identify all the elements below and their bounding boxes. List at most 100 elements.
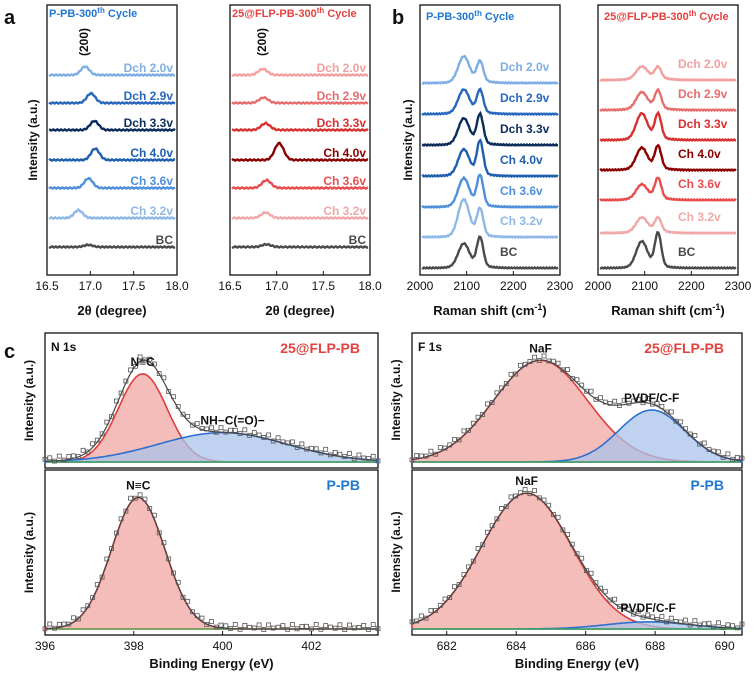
- xrd-trace-label: Ch 4.0v: [323, 146, 366, 160]
- xps-data-point: [209, 619, 214, 624]
- xps-data-point: [484, 401, 490, 407]
- xps-data-point: [285, 626, 291, 632]
- xps-data-point: [242, 623, 248, 628]
- xps-data-point: [347, 451, 352, 456]
- xps-data-point: [428, 448, 434, 454]
- xrd-x-1-tick-label: 17.0: [265, 279, 289, 293]
- xps-component: [411, 492, 742, 630]
- raman-trace-label: Ch 3.6v: [678, 177, 721, 191]
- xps-data-point: [683, 617, 688, 623]
- xps-data-point: [451, 584, 457, 590]
- xps-data-point: [716, 449, 721, 455]
- xps-data-point: [664, 409, 669, 415]
- raman-trace-label: BC: [500, 245, 518, 259]
- xps-data-point: [342, 627, 348, 632]
- xps-data-point: [678, 419, 684, 425]
- xps-data-point: [730, 456, 735, 462]
- xps-data-point: [213, 429, 219, 435]
- raman-x-1-tick-label: 2000: [585, 279, 612, 293]
- xps-data-point: [532, 354, 537, 360]
- xps-data-point: [447, 595, 453, 600]
- xps-data-point: [489, 400, 495, 405]
- xps-x-1-tick-label: 398: [124, 639, 144, 653]
- xps-data-point: [299, 441, 305, 447]
- xps-data-point: [366, 455, 371, 461]
- xps-data-point: [232, 622, 238, 627]
- raman-trace-label: Ch 3.6v: [500, 184, 543, 198]
- xps-data-point: [142, 357, 148, 363]
- xrd-trace-label: Ch 4.0v: [130, 146, 173, 160]
- xrd-x-1-tick-label: 17.5: [312, 279, 336, 293]
- xps-data-point: [280, 439, 286, 445]
- xps-data-point: [356, 452, 362, 458]
- xps-component-label: NH−C(=O)−: [200, 414, 264, 428]
- raman-trace-label: BC: [678, 245, 696, 259]
- xps-data-point: [132, 363, 138, 369]
- xps-data-point: [66, 454, 72, 459]
- xps-data-point: [508, 371, 514, 377]
- xps-data-point: [451, 437, 457, 442]
- xps-data-point: [532, 488, 537, 494]
- xps-data-point: [513, 371, 519, 377]
- xps-data-point: [414, 453, 420, 458]
- xps-data-point: [213, 624, 219, 630]
- xps-data-point: [180, 411, 186, 417]
- xps-data-point: [734, 625, 740, 631]
- xrd-trace: [48, 147, 176, 163]
- xps-sample-label: 25@FLP-PB: [644, 340, 724, 356]
- xps-data-point: [621, 397, 627, 403]
- xrd-trace: [48, 91, 176, 106]
- xps-data-point: [584, 388, 589, 394]
- xps-data-point: [612, 398, 618, 404]
- xrd-trace-label: Dch 2.9v: [317, 89, 367, 103]
- xps-data-point: [635, 396, 641, 402]
- xps-data-point: [289, 439, 295, 445]
- xps-data-point: [151, 512, 157, 518]
- raman-trace: [421, 138, 559, 179]
- raman-x-0-tick-label: 2200: [500, 279, 527, 293]
- xps-data-point: [247, 624, 253, 630]
- xps-data-point: [109, 546, 114, 551]
- xps-x-1-tick-label: 396: [35, 639, 55, 653]
- xps-data-point: [565, 532, 570, 537]
- xps-data-point: [635, 608, 641, 614]
- xps-data-point: [598, 395, 603, 401]
- xps-data-point: [569, 375, 575, 381]
- raman-x-1-tick-label: 2100: [631, 279, 658, 293]
- xps-x-1-tick-label: 402: [301, 639, 321, 653]
- xps-data-point: [706, 447, 712, 453]
- xps-data-point: [185, 413, 191, 419]
- xps-data-point: [223, 623, 229, 629]
- xps-data-point: [645, 612, 651, 618]
- xps-data-point: [687, 431, 693, 437]
- xps-data-point: [617, 403, 622, 408]
- xps-data-point: [351, 456, 357, 462]
- xps-data-point: [280, 623, 286, 628]
- xps-data-point: [527, 359, 533, 364]
- xps-data-point: [114, 530, 119, 536]
- xrd-xlabel-1: 2θ (degree): [265, 303, 334, 318]
- xps-data-point: [508, 494, 514, 500]
- xps-frame-3: [411, 469, 743, 636]
- raman-x-0-tick-label: 2300: [547, 279, 574, 293]
- xps-data-point: [461, 428, 467, 434]
- xps-data-point: [137, 354, 143, 360]
- xps-data-point: [185, 598, 191, 604]
- raman-trace-label: Ch 3.2v: [500, 214, 543, 228]
- xps-data-point: [56, 621, 62, 627]
- xps-x-3-tick-label: 686: [576, 639, 596, 653]
- xps-data-point: [366, 627, 371, 632]
- xrd-trace-label: Dch 2.0v: [124, 61, 174, 75]
- xps-data-point: [104, 556, 110, 562]
- xps-data-point: [194, 421, 200, 426]
- xps-data-point: [461, 572, 467, 577]
- xrd-trace: [48, 119, 176, 133]
- xps-data-point: [720, 454, 726, 460]
- xps-data-point: [332, 625, 338, 631]
- xps-data-point: [692, 432, 698, 438]
- xps-data-point: [251, 625, 257, 631]
- xps-component-label: PVDF/C-F: [621, 601, 676, 615]
- xps-data-point: [304, 623, 310, 629]
- xps-data-point: [701, 621, 707, 627]
- xps-data-point: [137, 492, 143, 498]
